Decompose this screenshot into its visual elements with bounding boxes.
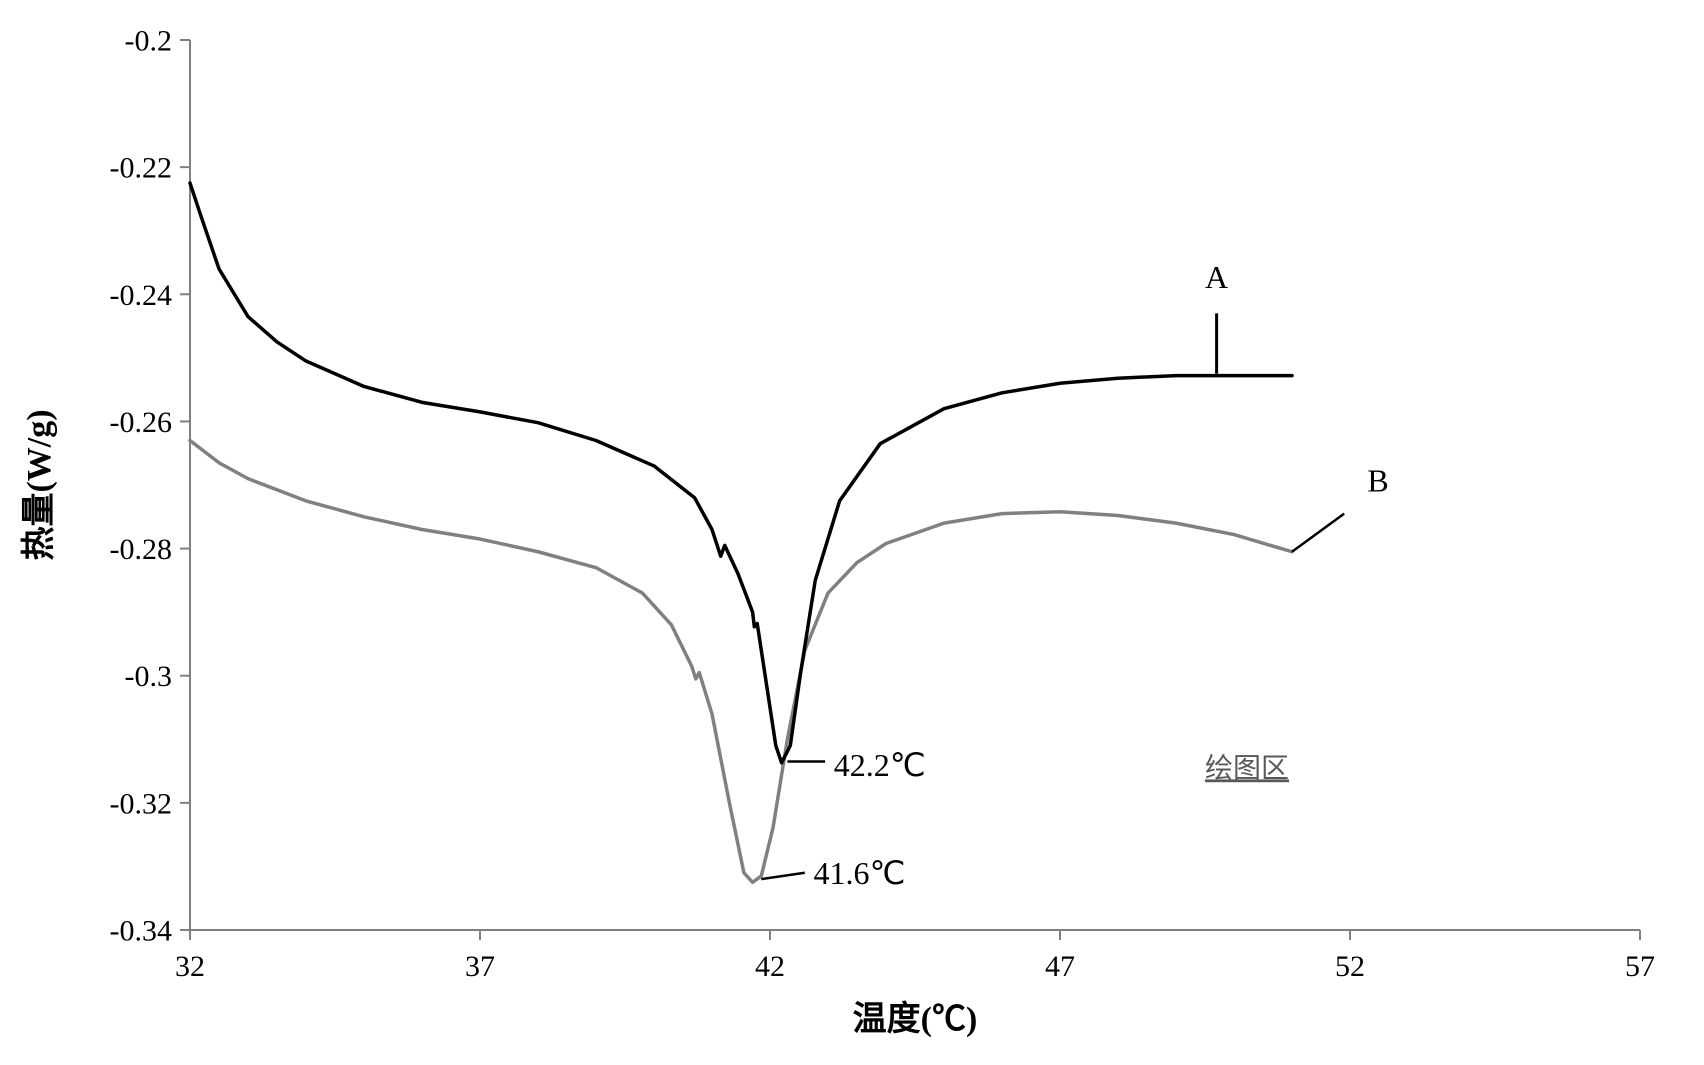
x-tick-label: 47 xyxy=(1045,950,1075,983)
chart-container: 32 37 42 47 52 57 -0.34 -0.32 -0.3 -0.28 -0.26 -0.2… xyxy=(0,0,1704,1065)
x-tick-label: 57 xyxy=(1625,950,1655,983)
x-tick-label: 42 xyxy=(755,950,785,983)
dsc-line-chart: 32 37 42 47 52 57 -0.34 -0.32 -0.3 -0.28 -0.26 -0.2… xyxy=(0,0,1704,1065)
y-tick-label: -0.22 xyxy=(110,152,173,185)
x-axis-label: 温度(℃) xyxy=(853,1000,978,1038)
y-tick-label: -0.26 xyxy=(110,406,173,439)
peak-annotation-1: 41.6℃ xyxy=(814,855,906,891)
x-tick-label: 52 xyxy=(1335,950,1365,983)
y-tick-label: -0.32 xyxy=(110,787,173,820)
x-tick-label: 32 xyxy=(175,950,205,983)
y-tick-label: -0.28 xyxy=(110,533,173,566)
y-tick-label: -0.34 xyxy=(110,915,173,948)
y-tick-label: -0.3 xyxy=(125,660,173,693)
series-a-label: A xyxy=(1205,259,1228,295)
y-axis-label: 热量(W/g) xyxy=(20,409,58,560)
peak-annotation-0: 42.2℃ xyxy=(834,747,926,783)
y-tick-label: -0.24 xyxy=(110,279,173,312)
series-b-label: B xyxy=(1367,462,1388,498)
plot-area-label: 绘图区 xyxy=(1205,752,1289,784)
x-tick-label: 37 xyxy=(465,950,495,983)
y-tick-label: -0.2 xyxy=(125,25,173,58)
